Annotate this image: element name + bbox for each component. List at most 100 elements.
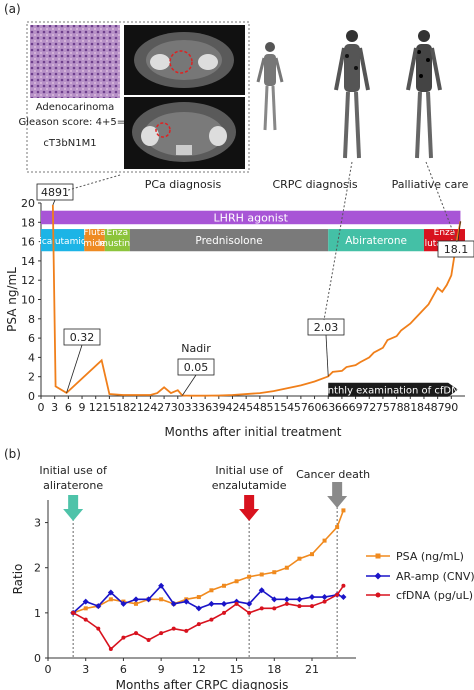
series-point <box>183 598 190 605</box>
crpc-leader <box>323 161 353 321</box>
therapy-bar-abiraterone <box>328 229 424 252</box>
psa-series-line <box>51 204 462 397</box>
therapy-bar-enza-mustine <box>104 229 130 252</box>
annotation-line-2: enzalutamide <box>212 479 287 492</box>
series-point <box>259 572 264 577</box>
x-tick-label: 39 <box>212 401 226 414</box>
y-tick-label: 18 <box>21 216 35 229</box>
x-tick-label: 0 <box>45 663 52 676</box>
y-tick-label: 3 <box>34 517 41 530</box>
x-tick-label: 18 <box>267 663 281 676</box>
cfdna-arrow-label: Monthly examination of cfDNA <box>313 386 466 397</box>
series-point <box>209 588 214 593</box>
x-tick-label: 30 <box>171 401 185 414</box>
bone-scan-image-palliative <box>406 30 442 159</box>
series-point <box>184 628 189 633</box>
series-point <box>71 610 76 615</box>
series-point <box>284 565 289 570</box>
callout-2.03: 2.03 <box>314 321 339 334</box>
series-point <box>222 583 226 588</box>
pca-leader <box>64 174 121 192</box>
x-tick-label: 87 <box>431 401 445 414</box>
series-point <box>121 635 126 640</box>
series-point <box>309 594 315 601</box>
x-tick-label: 78 <box>390 401 404 414</box>
annotation-line-1: Initial use of <box>39 464 108 477</box>
series-point <box>341 508 346 513</box>
cfdna-arrow <box>328 382 459 397</box>
teal-arrow-icon <box>63 495 84 521</box>
series-point <box>283 596 290 603</box>
series-point <box>96 626 101 631</box>
series-point <box>107 589 114 596</box>
bone-scan-image-crpc <box>334 30 370 159</box>
callout-leader <box>182 374 197 396</box>
x-tick-label: 24 <box>143 401 157 414</box>
y-tick-label: 2 <box>34 562 41 575</box>
bone-scan-image-diagnosis <box>256 42 284 131</box>
callout-leader <box>52 199 56 206</box>
x-tick-label: 3 <box>82 663 89 676</box>
series-point <box>196 595 201 600</box>
callout-leader <box>66 344 83 394</box>
legend-swatch-marker <box>375 592 381 598</box>
event-label-pca-diagnosis: PCa diagnosis <box>145 178 222 191</box>
series-point <box>195 605 202 612</box>
therapy-bar-bicalutamide <box>41 229 85 252</box>
x-tick-label: 27 <box>157 401 171 414</box>
series-point <box>296 596 303 603</box>
x-tick-label: 75 <box>376 401 390 414</box>
legend-swatch-marker <box>375 553 381 559</box>
series-point <box>158 582 165 589</box>
series-point <box>297 604 302 609</box>
x-tick-label: 12 <box>192 663 206 676</box>
series-point <box>95 603 102 610</box>
series-point <box>108 646 113 651</box>
callout-0.05: 0.05 <box>184 361 209 374</box>
x-tick-label: 33 <box>184 401 198 414</box>
x-tick-label: 21 <box>305 663 319 676</box>
diagnosis-image-frame <box>26 21 250 173</box>
x-tick-label: 9 <box>158 663 165 676</box>
panel-b-label: (b) <box>4 447 21 461</box>
x-tick-label: 84 <box>417 401 431 414</box>
x-tick-label: 15 <box>230 663 244 676</box>
callout-leader <box>325 334 329 377</box>
series-point <box>82 598 89 605</box>
callout-0.32: 0.32 <box>70 331 95 344</box>
y-tick-label: 16 <box>21 236 35 249</box>
therapy-bar-label: Bicalutamide <box>33 237 92 247</box>
series-point <box>196 622 201 627</box>
gleason-label: Gleason score: 4+5=9 <box>19 117 132 128</box>
callout-18.1: 18.1 <box>444 243 469 256</box>
series-point <box>284 601 289 606</box>
series-point <box>246 600 253 607</box>
series-point <box>335 592 340 597</box>
series-point <box>120 600 127 607</box>
y-tick-label: 0 <box>34 652 41 665</box>
therapy-bar-label: Prednisolone <box>195 235 262 247</box>
series-point <box>134 601 138 606</box>
x-tick-label: 69 <box>349 401 363 414</box>
x-tick-label: 42 <box>225 401 239 414</box>
series-point <box>247 610 252 615</box>
callout-box <box>177 358 215 376</box>
series-point <box>247 574 252 579</box>
series-point <box>335 525 340 530</box>
series-point <box>310 552 314 557</box>
series-point <box>272 570 277 575</box>
y-axis-title: PSA ng/mL <box>5 267 19 332</box>
series-point <box>271 596 278 603</box>
therapy-bar-label: Enza <box>107 228 129 238</box>
annotation-line-1: Initial use of <box>215 464 284 477</box>
y-tick-label: 12 <box>21 274 35 287</box>
y-tick-label: 6 <box>28 332 35 345</box>
lhrh-bar-label: LHRH agonist <box>214 211 289 224</box>
series-point <box>208 600 215 607</box>
y-tick-label: 4 <box>28 351 35 364</box>
x-tick-label: 36 <box>198 401 212 414</box>
grey-arrow-icon <box>327 482 348 508</box>
callout-box <box>437 240 474 258</box>
series-point <box>221 600 227 607</box>
